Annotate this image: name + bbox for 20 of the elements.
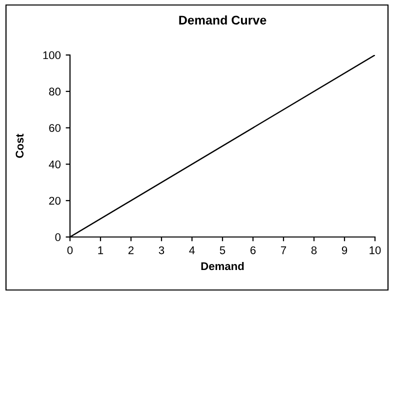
x-axis-title: Demand	[201, 262, 244, 270]
y-tick-label: 100	[43, 51, 61, 60]
x-tick-label: 3	[158, 246, 164, 254]
x-tick-label: 0	[67, 246, 73, 254]
y-tick-label: 20	[49, 196, 61, 205]
y-tick-label: 0	[55, 233, 61, 242]
x-tick-label: 8	[311, 246, 317, 254]
x-tick-label: 6	[250, 246, 256, 254]
x-tick-label: 9	[342, 246, 348, 254]
x-tick-label: 4	[189, 246, 195, 254]
y-tick-label: 60	[49, 124, 61, 132]
x-tick-label: 5	[220, 246, 226, 254]
x-tick-label: 1	[98, 246, 104, 254]
y-tick-label: 80	[49, 88, 61, 96]
x-tick-label: 10	[370, 246, 381, 254]
y-axis-title: Cost	[16, 134, 24, 158]
x-tick-label: 7	[280, 246, 286, 254]
chart-title: Demand Curve	[179, 15, 266, 25]
y-tick-label: 40	[48, 160, 61, 168]
x-tick-label: 2	[128, 246, 134, 254]
